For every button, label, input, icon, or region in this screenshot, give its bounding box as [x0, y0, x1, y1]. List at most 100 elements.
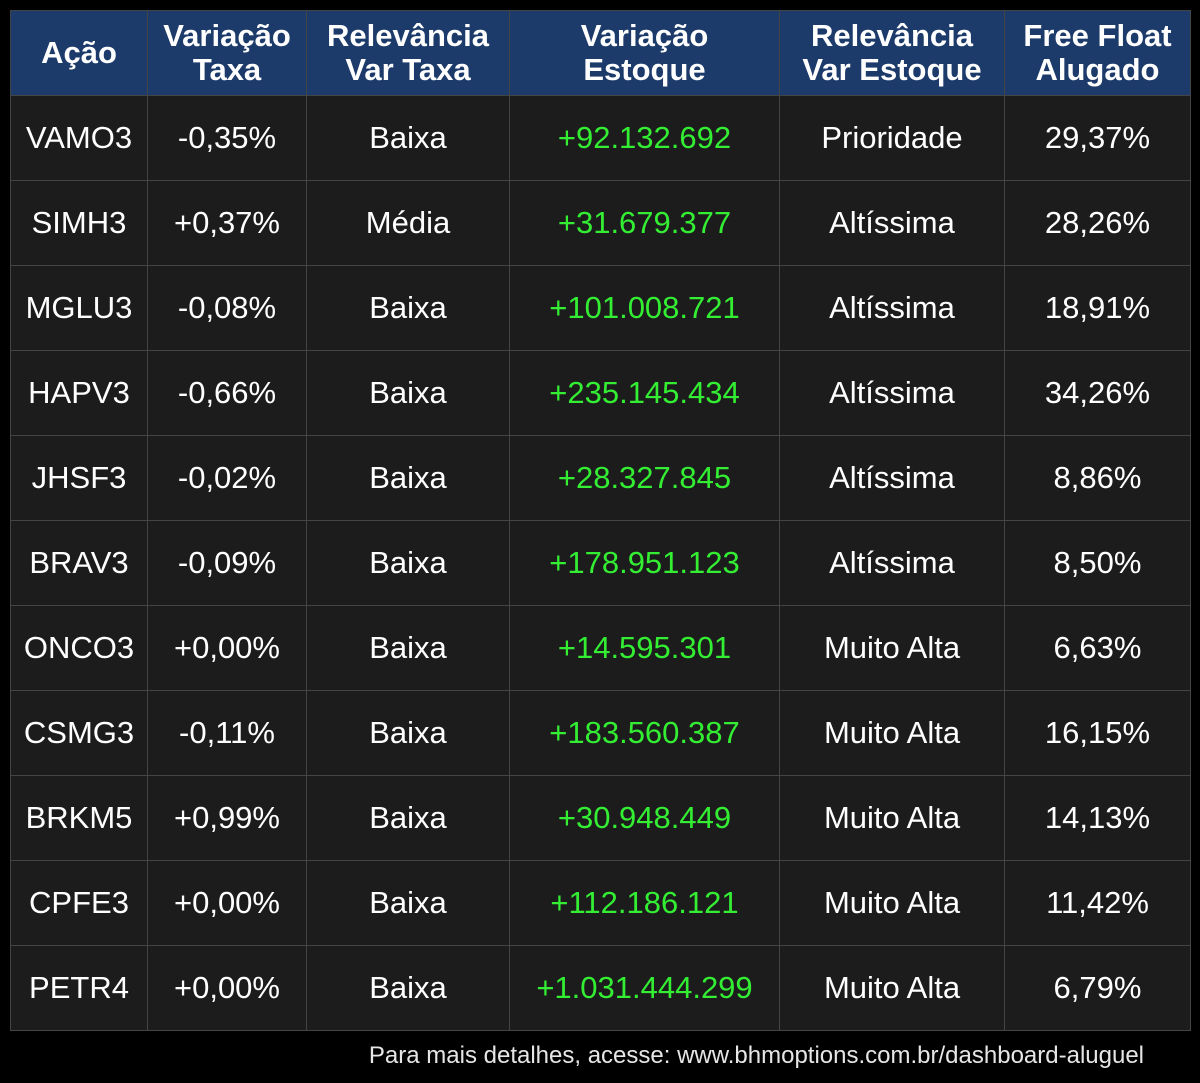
- cell-variacao-taxa: -0,08%: [147, 265, 307, 351]
- cell-acao: JHSF3: [10, 435, 148, 521]
- cell-free-float-alugado: 29,37%: [1004, 95, 1191, 181]
- cell-relevancia-var-taxa: Baixa: [306, 860, 510, 946]
- cell-free-float-alugado: 34,26%: [1004, 350, 1191, 436]
- table-row: PETR4 +0,00% Baixa +1.031.444.299 Muito Alta…: [10, 945, 1191, 1031]
- table-row: ONCO3 +0,00% Baixa +14.595.301 Muito Alta 6,6…: [10, 605, 1191, 691]
- cell-free-float-alugado: 18,91%: [1004, 265, 1191, 351]
- column-header-line: Relevância: [327, 18, 489, 53]
- cell-variacao-taxa: -0,66%: [147, 350, 307, 436]
- column-header-line: Taxa: [192, 52, 262, 87]
- column-header-variacao-taxa: Variação Taxa: [147, 10, 307, 96]
- cell-free-float-alugado: 14,13%: [1004, 775, 1191, 861]
- cell-free-float-alugado: 6,79%: [1004, 945, 1191, 1031]
- cell-relevancia-var-estoque: Prioridade: [779, 95, 1005, 181]
- column-header-variacao-estoque: Variação Estoque: [509, 10, 780, 96]
- cell-acao: BRKM5: [10, 775, 148, 861]
- column-header-free-float-alugado: Free Float Alugado: [1004, 10, 1191, 96]
- column-header-line: Free Float: [1023, 18, 1172, 53]
- column-header-line: Variação: [163, 18, 291, 53]
- cell-variacao-estoque: +235.145.434: [509, 350, 780, 436]
- cell-variacao-estoque: +31.679.377: [509, 180, 780, 266]
- cell-relevancia-var-estoque: Muito Alta: [779, 605, 1005, 691]
- cell-variacao-taxa: -0,35%: [147, 95, 307, 181]
- table-row: BRKM5 +0,99% Baixa +30.948.449 Muito Alta 14,…: [10, 775, 1191, 861]
- cell-variacao-taxa: +0,37%: [147, 180, 307, 266]
- cell-variacao-estoque: +30.948.449: [509, 775, 780, 861]
- table-row: CSMG3 -0,11% Baixa +183.560.387 Muito Alta 16…: [10, 690, 1191, 776]
- cell-relevancia-var-estoque: Altíssima: [779, 435, 1005, 521]
- column-header-line: Estoque: [583, 52, 706, 87]
- cell-acao: ONCO3: [10, 605, 148, 691]
- cell-free-float-alugado: 28,26%: [1004, 180, 1191, 266]
- cell-relevancia-var-estoque: Altíssima: [779, 180, 1005, 266]
- cell-free-float-alugado: 11,42%: [1004, 860, 1191, 946]
- table-row: VAMO3 -0,35% Baixa +92.132.692 Prioridade 29,…: [10, 95, 1191, 181]
- rental-table-container: Ação Variação Taxa Relevância Var Taxa Variaç…: [10, 10, 1191, 1031]
- cell-variacao-taxa: +0,00%: [147, 945, 307, 1031]
- footer-link-text: Para mais detalhes, acesse: www.bhmoptio…: [368, 1042, 1144, 1069]
- rental-table: Ação Variação Taxa Relevância Var Taxa Variaç…: [10, 10, 1191, 1031]
- cell-acao: MGLU3: [10, 265, 148, 351]
- cell-variacao-taxa: +0,00%: [147, 605, 307, 691]
- table-row: SIMH3 +0,37% Média +31.679.377 Altíssima 28,2…: [10, 180, 1191, 266]
- cell-acao: PETR4: [10, 945, 148, 1031]
- column-header-relevancia-var-estoque: Relevância Var Estoque: [779, 10, 1005, 96]
- cell-acao: HAPV3: [10, 350, 148, 436]
- cell-free-float-alugado: 6,63%: [1004, 605, 1191, 691]
- cell-relevancia-var-taxa: Baixa: [306, 520, 510, 606]
- cell-variacao-taxa: -0,09%: [147, 520, 307, 606]
- cell-variacao-estoque: +112.186.121: [509, 860, 780, 946]
- cell-relevancia-var-taxa: Baixa: [306, 945, 510, 1031]
- cell-relevancia-var-taxa: Baixa: [306, 265, 510, 351]
- table-row: HAPV3 -0,66% Baixa +235.145.434 Altíssima 34,…: [10, 350, 1191, 436]
- cell-relevancia-var-estoque: Muito Alta: [779, 690, 1005, 776]
- cell-variacao-estoque: +1.031.444.299: [509, 945, 780, 1031]
- cell-relevancia-var-taxa: Baixa: [306, 435, 510, 521]
- column-header-relevancia-var-taxa: Relevância Var Taxa: [306, 10, 510, 96]
- column-header-line: Relevância: [811, 18, 973, 53]
- cell-variacao-estoque: +101.008.721: [509, 265, 780, 351]
- cell-relevancia-var-taxa: Baixa: [306, 690, 510, 776]
- cell-free-float-alugado: 16,15%: [1004, 690, 1191, 776]
- table-row: JHSF3 -0,02% Baixa +28.327.845 Altíssima 8,86…: [10, 435, 1191, 521]
- cell-relevancia-var-taxa: Média: [306, 180, 510, 266]
- cell-relevancia-var-estoque: Muito Alta: [779, 775, 1005, 861]
- table-header: Ação Variação Taxa Relevância Var Taxa Variaç…: [10, 10, 1191, 96]
- header-row: Ação Variação Taxa Relevância Var Taxa Variaç…: [10, 10, 1191, 96]
- cell-acao: SIMH3: [10, 180, 148, 266]
- cell-variacao-taxa: +0,00%: [147, 860, 307, 946]
- cell-relevancia-var-taxa: Baixa: [306, 350, 510, 436]
- cell-acao: VAMO3: [10, 95, 148, 181]
- column-header-line: Ação: [41, 35, 117, 70]
- cell-variacao-estoque: +183.560.387: [509, 690, 780, 776]
- table-body: VAMO3 -0,35% Baixa +92.132.692 Prioridade 29,…: [10, 95, 1191, 1031]
- table-row: BRAV3 -0,09% Baixa +178.951.123 Altíssima 8,5…: [10, 520, 1191, 606]
- cell-free-float-alugado: 8,50%: [1004, 520, 1191, 606]
- cell-free-float-alugado: 8,86%: [1004, 435, 1191, 521]
- column-header-line: Var Estoque: [802, 52, 982, 87]
- column-header-line: Alugado: [1035, 52, 1160, 87]
- cell-relevancia-var-estoque: Muito Alta: [779, 860, 1005, 946]
- cell-variacao-estoque: +92.132.692: [509, 95, 780, 181]
- cell-relevancia-var-taxa: Baixa: [306, 95, 510, 181]
- column-header-line: Variação: [580, 18, 709, 53]
- cell-acao: CSMG3: [10, 690, 148, 776]
- table-row: CPFE3 +0,00% Baixa +112.186.121 Muito Alta 11…: [10, 860, 1191, 946]
- cell-variacao-estoque: +14.595.301: [509, 605, 780, 691]
- cell-variacao-estoque: +28.327.845: [509, 435, 780, 521]
- cell-variacao-taxa: -0,02%: [147, 435, 307, 521]
- cell-relevancia-var-estoque: Muito Alta: [779, 945, 1005, 1031]
- cell-variacao-taxa: +0,99%: [147, 775, 307, 861]
- cell-relevancia-var-taxa: Baixa: [306, 605, 510, 691]
- cell-acao: BRAV3: [10, 520, 148, 606]
- cell-relevancia-var-estoque: Altíssima: [779, 265, 1005, 351]
- cell-variacao-estoque: +178.951.123: [509, 520, 780, 606]
- cell-relevancia-var-estoque: Altíssima: [779, 350, 1005, 436]
- column-header-acao: Ação: [10, 10, 148, 96]
- cell-variacao-taxa: -0,11%: [147, 690, 307, 776]
- column-header-line: Var Taxa: [345, 52, 471, 87]
- cell-acao: CPFE3: [10, 860, 148, 946]
- cell-relevancia-var-taxa: Baixa: [306, 775, 510, 861]
- table-row: MGLU3 -0,08% Baixa +101.008.721 Altíssima 18,…: [10, 265, 1191, 351]
- cell-relevancia-var-estoque: Altíssima: [779, 520, 1005, 606]
